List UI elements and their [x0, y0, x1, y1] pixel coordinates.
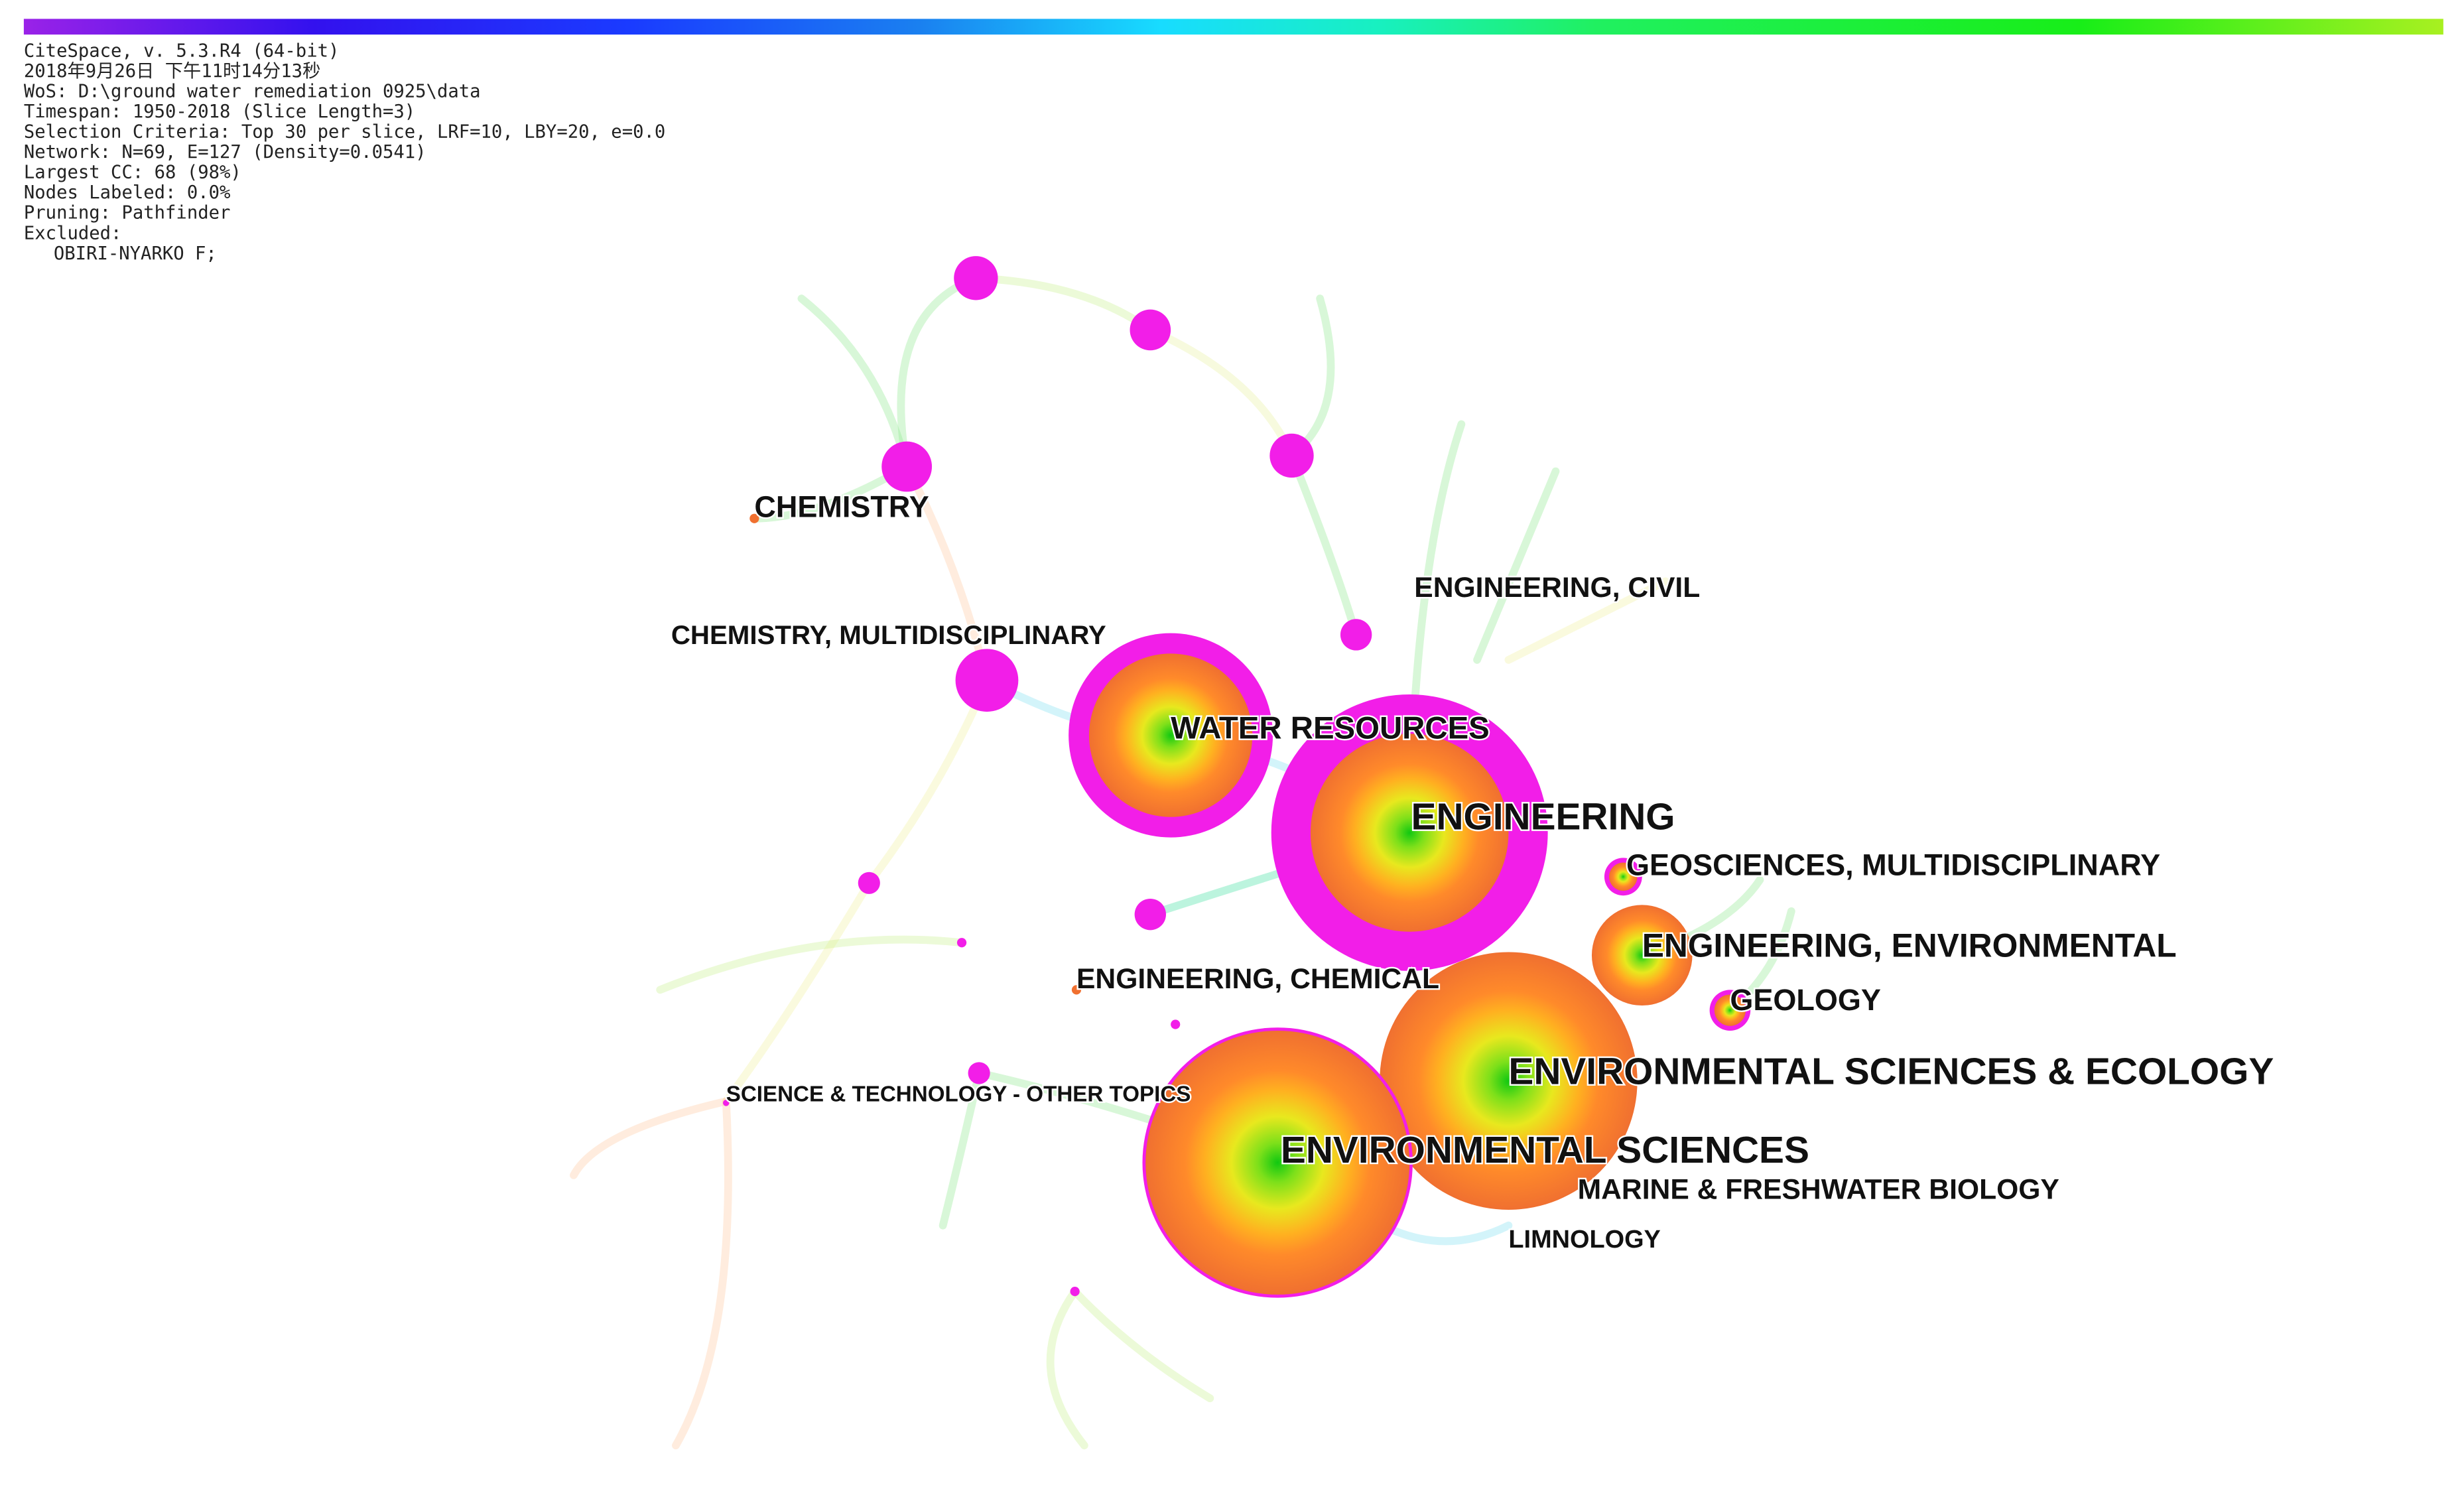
node-core — [1609, 862, 1638, 891]
info-line: Pruning: Pathfinder — [24, 203, 231, 224]
edge — [1046, 1287, 1088, 1450]
info-line: Nodes Labeled: 0.0% — [24, 182, 231, 203]
edge — [1504, 577, 1670, 664]
node-label: MARINE & FRESHWATER BIOLOGY — [1578, 1173, 2059, 1205]
node-core — [1088, 653, 1253, 817]
node-label: CHEMISTRY, MULTIDISCIPLINARY — [671, 620, 1106, 650]
node-label: GEOLOGY — [1730, 983, 1881, 1017]
node — [1340, 619, 1372, 651]
node — [956, 938, 967, 948]
node-core — [1380, 952, 1638, 1210]
node — [723, 1100, 730, 1106]
edge — [939, 1069, 984, 1230]
node-label: GEOSCIENCES, MULTIDISCIPLINARY — [1626, 848, 2160, 881]
node-label: ENGINEERING, ENVIRONMENTAL — [1642, 927, 2177, 964]
info-line: Selection Criteria: Top 30 per slice, LR… — [24, 122, 665, 143]
node — [954, 256, 998, 300]
node — [1070, 1287, 1080, 1297]
node-label: ENGINEERING, CIVIL — [1414, 572, 1700, 604]
edge — [1473, 467, 1560, 664]
node-core — [1714, 994, 1746, 1026]
info-line: WoS: D:\ground water remediation 0925\da… — [24, 81, 481, 101]
node — [955, 649, 1019, 712]
node-label: ENGINEERING — [1411, 797, 1675, 838]
edge — [972, 274, 1155, 334]
node — [1071, 985, 1082, 995]
edge — [672, 1097, 732, 1450]
edges — [570, 274, 1795, 1450]
edge — [865, 676, 991, 887]
edge — [797, 294, 911, 471]
node-label: ENGINEERING, CHEMICAL — [1076, 963, 1439, 995]
info-line: 2018年9月26日 下午11时14分13秒 — [24, 61, 320, 82]
node-label: WATER RESOURCES — [1171, 710, 1490, 746]
info-panel: CiteSpace, v. 5.3.R4 (64-bit)2018年9月26日 … — [24, 40, 665, 264]
node-label: LIMNOLOGY — [1508, 1226, 1660, 1254]
edge — [1287, 452, 1360, 639]
info-line: OBIRI-NYARKO F; — [54, 243, 217, 264]
node — [1269, 433, 1314, 478]
info-line: Network: N=69, E=127 (Density=0.0541) — [24, 142, 426, 162]
node-label: ENVIRONMENTAL SCIENCES — [1281, 1130, 1809, 1171]
node — [749, 513, 759, 523]
node — [1134, 898, 1167, 931]
node-core — [1145, 1030, 1410, 1295]
node-label: CHEMISTRY — [754, 489, 929, 523]
edge — [1287, 294, 1335, 460]
node-core — [1310, 734, 1509, 932]
edge — [1070, 1287, 1214, 1403]
node-core — [1591, 905, 1693, 1006]
node — [881, 441, 933, 492]
info-line: CiteSpace, v. 5.3.R4 (64-bit) — [24, 40, 340, 61]
nodes — [723, 256, 1751, 1298]
edge — [1378, 1221, 1513, 1246]
node — [1130, 309, 1171, 351]
edge — [570, 1097, 730, 1179]
node — [858, 872, 880, 894]
edge — [897, 274, 980, 471]
edge — [1146, 326, 1296, 460]
node — [1171, 1019, 1181, 1029]
info-line: Timespan: 1950-2018 (Slice Length=3) — [24, 101, 415, 122]
node-label: ENVIRONMENTAL SCIENCES & ECOLOGY — [1508, 1051, 2274, 1092]
info-line: Largest CC: 68 (98%) — [24, 162, 241, 183]
node-label: SCIENCE & TECHNOLOGY - OTHER TOPICS — [726, 1082, 1191, 1107]
edge — [722, 879, 874, 1106]
time-color-bar — [23, 19, 2443, 35]
edge — [656, 935, 966, 994]
info-line: Excluded: — [24, 223, 122, 243]
node-labels: WATER RESOURCES ENGINEERING ENVIRONMENTA… — [669, 488, 2275, 1255]
node — [968, 1062, 990, 1084]
